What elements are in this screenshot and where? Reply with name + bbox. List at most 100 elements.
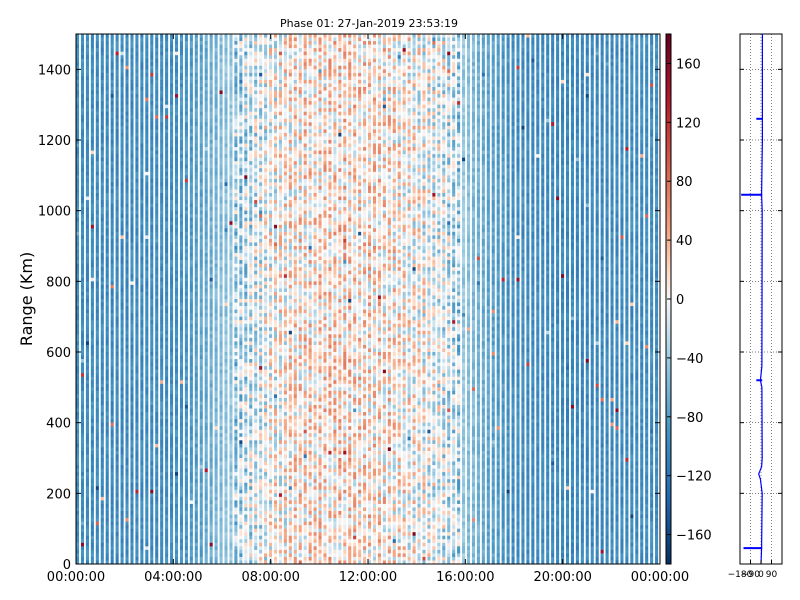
heatmap-cell [100,341,104,346]
heatmap-column [100,34,104,565]
heatmap-cell [224,94,228,98]
heatmap-cell [155,320,159,325]
heatmap-cell [160,132,164,137]
heatmap-cell [115,468,119,473]
heatmap-cell [199,380,203,385]
heatmap-cell [110,397,114,402]
heatmap-cell [209,295,213,300]
heatmap-cell [219,507,223,512]
heatmap-cell [145,458,149,462]
heatmap-cell [214,249,218,254]
heatmap-cell [100,408,104,413]
heatmap-cell [135,479,139,484]
heatmap-cell [90,299,94,303]
heatmap-cell [204,440,208,445]
heatmap-cell [105,521,109,526]
heatmap-cell [105,390,109,395]
heatmap-cell [165,171,169,176]
heatmap-cell [209,260,213,264]
heatmap-cell [184,546,188,551]
heatmap-cell [204,72,208,77]
heatmap-cell [199,468,203,473]
heatmap-cell [100,101,104,105]
heatmap-cell [140,493,144,498]
heatmap-cell [160,122,164,127]
heatmap-cell [224,447,228,452]
heatmap-cell [105,129,109,134]
heatmap-cell [100,178,104,183]
heatmap-cell [189,482,193,487]
heatmap-cell [150,270,154,275]
heatmap-cell [76,429,80,434]
heatmap-cell [140,433,144,438]
heatmap-cell [189,518,193,522]
heatmap-cell [115,539,119,544]
heatmap-cell [214,447,218,452]
heatmap-cell [140,518,144,522]
heatmap-cell [204,549,208,554]
heatmap-cell [135,224,139,229]
heatmap-cell [179,267,183,272]
heatmap-cell [135,267,139,272]
heatmap-cell [76,556,80,561]
heatmap-cell [165,344,169,349]
heatmap-cell [189,97,193,102]
heatmap-cell [194,355,198,360]
heatmap-cell [145,436,149,441]
heatmap-column [105,34,109,565]
heatmap-cell [209,440,213,445]
heatmap-cell [130,221,134,226]
heatmap-cell [194,330,198,335]
heatmap-cell [76,376,80,381]
heatmap-cell [179,486,183,491]
heatmap-cell [194,362,198,367]
heatmap-cell [76,48,80,52]
heatmap-cell [189,556,193,561]
heatmap-cell [184,394,188,399]
heatmap-cell [170,479,174,484]
heatmap-cell [76,44,80,49]
heatmap-cell [174,196,179,201]
heatmap-cell [204,419,208,423]
heatmap-cell [76,221,80,226]
heatmap-cell [170,122,174,127]
heatmap-cell [110,62,114,67]
heatmap-cell [229,479,233,484]
heatmap-cell [110,518,114,522]
heatmap-cell [179,217,183,222]
heatmap-cell [125,468,129,473]
heatmap-cell [184,405,188,409]
heatmap-cell [125,525,129,529]
heatmap-cell [199,320,203,325]
heatmap-cell [174,193,179,197]
heatmap-cell [194,210,198,215]
heatmap-cell [90,115,94,120]
heatmap-cell [219,178,223,183]
heatmap-cell [160,475,164,480]
heatmap-cell [199,291,203,296]
heatmap-cell [100,62,104,67]
heatmap-cell [150,387,154,392]
heatmap-cell [184,503,188,508]
heatmap-cell [189,140,193,144]
heatmap-cell [224,362,228,367]
heatmap-cell [160,295,164,300]
heatmap-cell [105,549,109,554]
heatmap-cell [204,415,208,420]
heatmap-cell [194,288,198,293]
heatmap-cell [76,161,80,166]
heatmap-cell [224,376,228,381]
heatmap-cell [224,387,228,392]
heatmap-cell [105,532,109,537]
heatmap-cell [80,189,85,194]
heatmap-cell [209,231,213,236]
heatmap-cell [140,500,144,505]
heatmap-cell [110,415,114,420]
heatmap-cell [105,207,109,211]
heatmap-cell [135,231,139,236]
heatmap-cell [179,83,183,88]
heatmap-cell [160,154,164,158]
heatmap-cell [174,217,179,222]
heatmap-cell [125,203,129,208]
heatmap-cell [145,118,149,123]
